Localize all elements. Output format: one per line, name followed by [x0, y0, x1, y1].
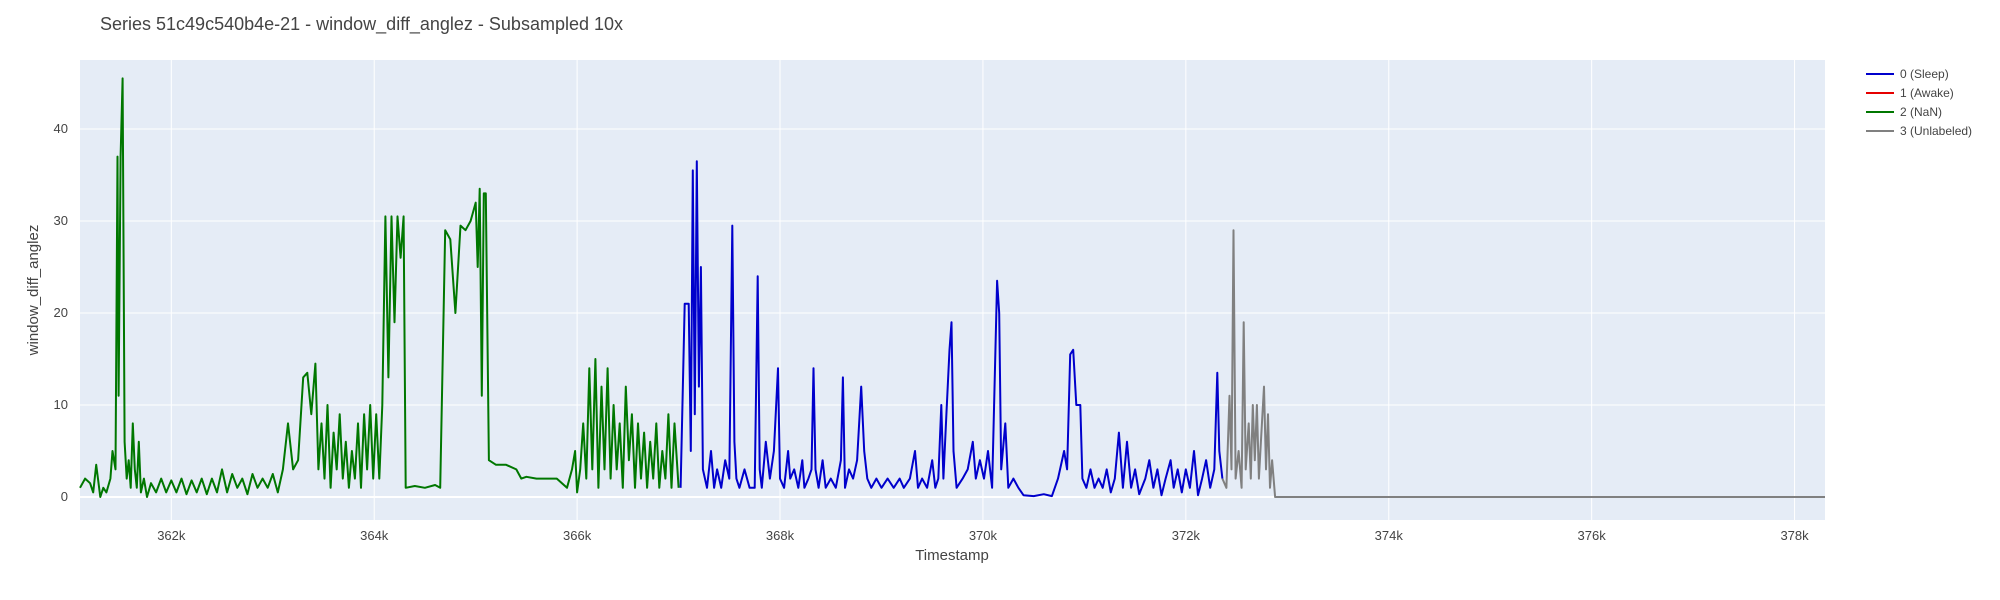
legend-item[interactable]: 3 (Unlabeled)	[1866, 124, 1972, 138]
y-tick-label: 20	[54, 305, 68, 320]
series-line-2	[79, 77, 680, 498]
x-axis-ticks: 362k 364k 366k 368k 370k 372k 374k 376k 378k	[157, 528, 1809, 543]
legend-item[interactable]: 2 (NaN)	[1866, 105, 1942, 119]
x-tick-label: 372k	[1172, 528, 1201, 543]
y-tick-label: 40	[54, 121, 68, 136]
x-tick-label: 366k	[563, 528, 592, 543]
y-axis-title: window_diff_anglez	[25, 225, 42, 357]
x-tick-label: 368k	[766, 528, 795, 543]
y-tick-label: 30	[54, 213, 68, 228]
x-tick-label: 378k	[1780, 528, 1809, 543]
series-line-0	[679, 160, 1224, 498]
legend-label: 2 (NaN)	[1900, 105, 1942, 119]
x-tick-label: 364k	[360, 528, 389, 543]
x-tick-label: 374k	[1375, 528, 1404, 543]
legend-item[interactable]: 1 (Awake)	[1866, 86, 1954, 100]
legend-label: 0 (Sleep)	[1900, 67, 1949, 81]
series-line-3	[1221, 229, 1825, 498]
x-tick-label: 376k	[1578, 528, 1607, 543]
y-axis-ticks: 0 10 20 30 40	[54, 121, 68, 504]
legend-label: 1 (Awake)	[1900, 86, 1954, 100]
x-axis-title: Timestamp	[915, 547, 989, 564]
y-tick-label: 0	[61, 489, 68, 504]
x-tick-label: 362k	[157, 528, 186, 543]
chart-title: Series 51c49c540b4e-21 - window_diff_ang…	[100, 14, 623, 35]
x-tick-label: 370k	[969, 528, 998, 543]
legend-label: 3 (Unlabeled)	[1900, 124, 1972, 138]
legend[interactable]: 0 (Sleep) 1 (Awake) 2 (NaN) 3 (Unlabeled)	[1866, 67, 1972, 138]
legend-item[interactable]: 0 (Sleep)	[1866, 67, 1949, 81]
series-lines	[79, 77, 1825, 498]
y-tick-label: 10	[54, 397, 68, 412]
